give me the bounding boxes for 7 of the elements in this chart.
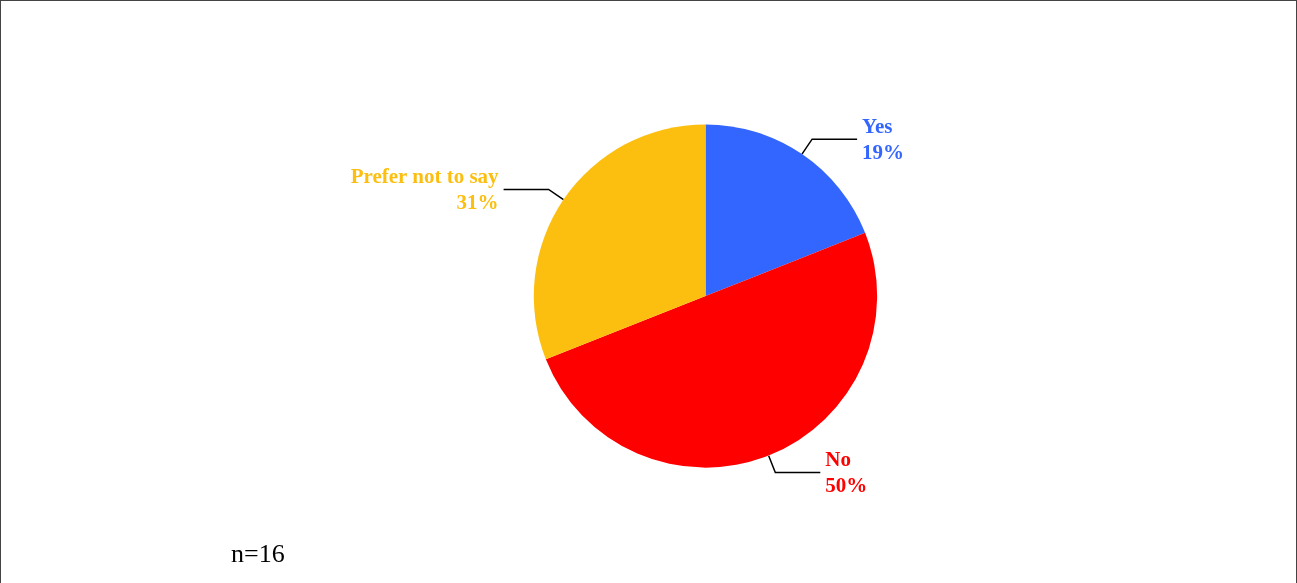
data-label: 31%: [456, 190, 499, 215]
data-label: 50%: [825, 473, 868, 498]
slice-label: Yes: [862, 114, 893, 139]
text: n=16: [231, 539, 285, 569]
slice-label: No: [825, 447, 851, 472]
data-label: 19%: [862, 140, 905, 165]
slice-label: Prefer not to say: [350, 164, 500, 189]
